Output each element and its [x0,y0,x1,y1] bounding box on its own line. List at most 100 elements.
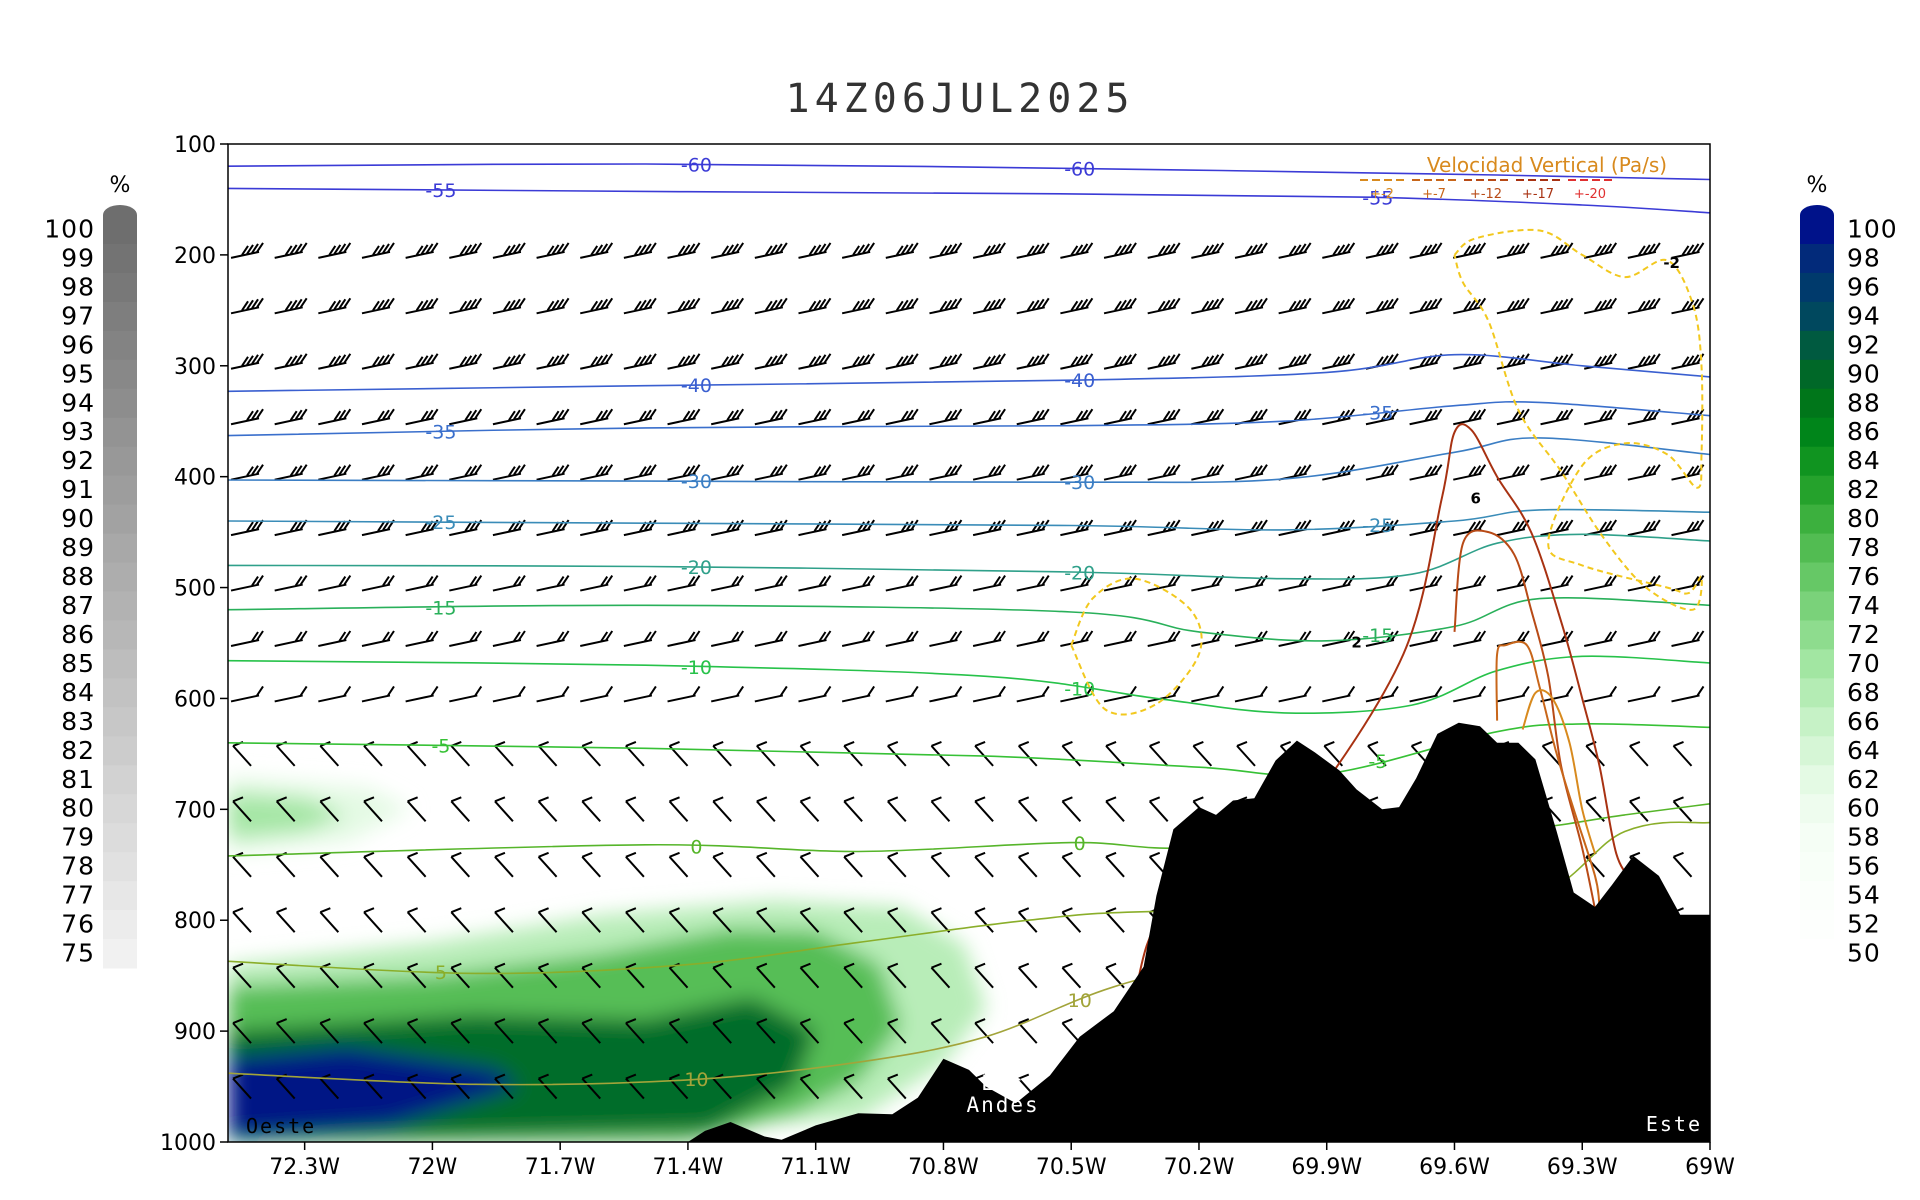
wind-barb-feather [974,796,986,803]
wind-barb [623,630,657,647]
wind-barb-feather [1250,299,1258,310]
wind-barb [1627,630,1661,647]
wind-barb-feather [998,408,1006,419]
wind-barb-feather [1018,851,1030,858]
wind-barb [494,1073,514,1100]
wind-barb-shaft [230,361,260,370]
wind-barb-feather [328,245,337,256]
wind-barb-shaft [1016,583,1045,592]
left-colorbar-label: 99 [61,243,95,272]
wind-barb [361,242,395,259]
wind-barb-shaft [1672,800,1693,823]
wind-barb-feather [887,1018,899,1025]
wind-barb-shaft [798,417,827,426]
wind-barb-shaft [449,639,478,647]
wind-barb-feather [1648,243,1656,254]
left-colorbar-cell [103,620,137,650]
wind-barb [929,242,963,259]
wind-barb [492,297,526,315]
wind-barb-shaft [449,583,478,592]
right-colorbar-cell [1800,765,1834,795]
isotherm-0 [228,803,1710,857]
right-colorbar-cell [1800,852,1834,882]
wind-barb-feather [251,576,259,587]
wind-barb-feather [251,465,259,476]
wind-barb-feather [644,409,652,420]
wind-barb-shaft [710,694,740,703]
wind-barb-feather [600,354,609,365]
wind-barb-feather [736,630,745,641]
wind-barb-shaft [799,1022,820,1044]
wind-barb [843,1073,863,1100]
left-colorbar-cell [103,359,137,390]
wind-barb-feather [1303,353,1312,364]
wind-barb-shaft [232,1077,252,1100]
wind-barb-feather [333,355,342,366]
wind-barb-feather [687,631,696,642]
wind-barb-feather [895,300,904,311]
wind-barb-feather [503,245,511,256]
wind-barb-feather [1167,631,1176,642]
wind-barb [1322,630,1356,647]
wind-barb-shaft [405,583,434,592]
wind-barb-feather [1129,575,1137,586]
wind-barb-feather [1609,408,1618,419]
wind-barb-feather [1080,631,1089,642]
wind-barb [1105,796,1125,823]
wind-barb-feather [756,907,768,914]
wind-barb-feather [687,409,696,420]
wind-barb-shaft [712,966,732,989]
wind-barb-feather [1337,355,1346,366]
wind-barb-shaft [406,745,427,767]
wind-barb-feather [1124,354,1132,365]
wind-barb [710,242,745,259]
wind-barb-feather [256,685,264,696]
wind-barb-feather [1629,851,1641,858]
wind-barb-feather [581,851,593,858]
wind-barb-feather [692,519,701,530]
wind-barb-shaft [1234,306,1264,315]
wind-barb-feather [1648,631,1656,642]
wind-barb-feather [939,300,948,311]
wind-barb [798,408,832,426]
wind-barb-feather [905,354,914,365]
wind-barb-feather [736,685,745,696]
wind-barb-shaft [798,472,827,481]
vertical-velocity-dashed [1070,228,1704,716]
wind-barb-shaft [274,306,303,315]
wind-barb-feather [1604,409,1613,420]
wind-barb [1540,685,1574,703]
wind-barb-feather [1381,466,1389,477]
wind-barb [274,242,308,259]
wind-barb-shaft [361,639,391,647]
wind-barb [450,851,471,878]
wind-barb-feather [1478,408,1487,419]
right-colorbar-label: 52 [1847,910,1881,939]
wind-barb-feather [944,521,953,532]
wind-barb [1365,685,1399,703]
wind-barb-shaft [494,856,514,878]
wind-barb-feather [726,355,735,366]
wind-barb-feather [1085,353,1094,364]
wind-barb-feather [600,243,609,254]
wind-barb-feather [687,298,696,309]
wind-barb-shaft [1627,361,1657,370]
wind-barb-shaft [756,1022,776,1044]
wind-barb-feather [887,740,899,747]
wind-barb-feather [998,464,1006,475]
left-colorbar-label: 86 [61,620,95,649]
wind-barb-feather [649,630,657,641]
wind-barb-feather [1167,576,1176,587]
wind-barb-feather [561,575,570,586]
wind-barb-feather [712,907,724,914]
wind-barb-shaft [449,417,478,426]
wind-barb-feather [256,575,264,586]
wind-barb [363,1073,383,1100]
wind-barb [1105,907,1125,933]
wind-barb [1322,242,1356,259]
wind-barb-feather [1162,355,1171,366]
wind-barb-shaft [405,528,434,537]
wind-barb-feather [551,521,560,532]
wind-barb-feather [1565,408,1574,419]
wind-barb-feather [425,465,434,476]
